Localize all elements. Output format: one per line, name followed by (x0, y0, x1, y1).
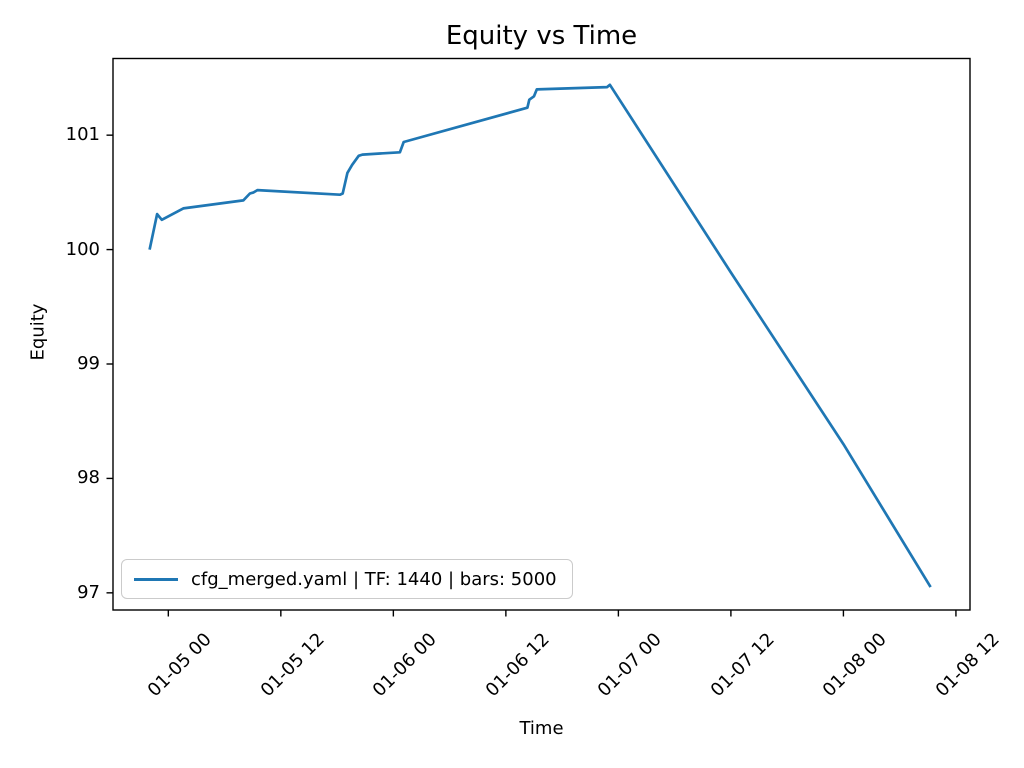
legend-label: cfg_merged.yaml | TF: 1440 | bars: 5000 (191, 568, 557, 590)
y-tick-label: 99 (77, 352, 100, 374)
legend-line-sample (134, 577, 178, 581)
x-axis-label: Time (519, 718, 564, 739)
legend: cfg_merged.yaml | TF: 1440 | bars: 5000 (121, 559, 573, 599)
y-tick-label: 101 (65, 124, 100, 146)
y-tick-label: 97 (77, 581, 100, 603)
y-tick-label: 100 (65, 238, 100, 260)
plot-border (112, 57, 971, 611)
equity-line (148, 83, 932, 588)
y-tick-label: 98 (77, 467, 100, 489)
chart-title: Equity vs Time (445, 21, 638, 51)
